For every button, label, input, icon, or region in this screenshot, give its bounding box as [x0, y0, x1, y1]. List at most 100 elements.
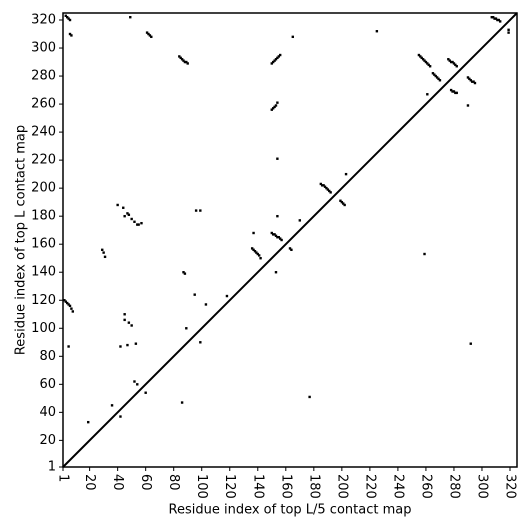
contact-point — [274, 271, 278, 274]
y-tick-label: 280 — [31, 69, 56, 84]
contact-point — [66, 16, 69, 19]
contact-point — [133, 220, 136, 223]
contact-point — [126, 343, 129, 347]
contact-point — [276, 101, 279, 104]
contact-point — [288, 247, 292, 250]
contact-point — [276, 56, 279, 60]
contact-point — [252, 248, 255, 252]
contact-point — [252, 231, 255, 235]
x-tick-label: 120 — [222, 474, 237, 499]
y-tick-label: 200 — [31, 181, 56, 196]
x-tick-label: 140 — [250, 474, 265, 499]
contact-point — [140, 221, 143, 225]
contact-point — [145, 31, 149, 34]
contact-point — [116, 203, 119, 207]
contact-point — [253, 250, 257, 253]
x-tick-label: 300 — [474, 474, 489, 499]
contact-point — [448, 59, 451, 62]
contact-point — [123, 318, 126, 322]
contact-point — [274, 58, 278, 61]
contact-point — [494, 17, 498, 20]
contact-point — [291, 35, 295, 39]
contact-point — [455, 91, 458, 95]
contact-point — [136, 383, 139, 386]
x-tick-label: 80 — [166, 474, 181, 491]
contact-point — [431, 72, 435, 75]
contact-point — [129, 16, 132, 19]
contact-point — [110, 404, 114, 407]
contact-point — [280, 238, 283, 242]
contact-point — [424, 60, 428, 64]
contact-point — [71, 310, 75, 313]
contact-point — [498, 20, 502, 23]
contact-point — [298, 219, 302, 222]
contact-point — [67, 17, 70, 20]
contact-point — [103, 255, 107, 259]
contact-point — [102, 251, 105, 254]
y-tick-label: 120 — [31, 293, 56, 308]
contact-point — [119, 415, 122, 418]
contact-point — [329, 191, 332, 194]
contact-point — [426, 62, 429, 65]
contact-point — [66, 301, 69, 305]
contact-point — [423, 59, 426, 62]
contact-point — [319, 182, 323, 186]
y-tick-label: 260 — [31, 97, 56, 112]
contact-point — [449, 88, 453, 92]
y-tick-label: 100 — [31, 321, 56, 336]
contact-point — [339, 199, 342, 202]
y-tick-label: 40 — [39, 405, 56, 420]
contact-point — [122, 206, 125, 209]
y-tick-label: 140 — [31, 265, 56, 280]
contact-point — [470, 80, 474, 83]
contact-point — [321, 184, 324, 187]
contact-point — [136, 223, 139, 226]
contact-point — [472, 80, 475, 83]
contact-point — [137, 223, 140, 226]
contact-point — [423, 252, 426, 256]
contact-point — [70, 34, 73, 37]
contact-point — [277, 55, 280, 58]
contact-point — [342, 202, 345, 205]
contact-point — [257, 254, 261, 257]
contact-point — [473, 81, 477, 85]
contact-point — [68, 18, 72, 22]
contact-point — [449, 60, 453, 64]
contact-point — [454, 63, 457, 67]
contact-point — [271, 107, 275, 110]
y-tick-label: 20 — [39, 433, 56, 448]
contact-point — [186, 62, 189, 65]
contact-point — [67, 303, 70, 306]
contact-point — [491, 16, 495, 19]
contact-point — [150, 35, 153, 39]
contact-point — [194, 209, 198, 212]
contact-point — [259, 257, 262, 260]
contact-point — [199, 341, 202, 344]
x-tick-label: 220 — [362, 474, 377, 499]
contact-point — [148, 34, 152, 37]
contact-point — [273, 105, 276, 109]
contact-point — [271, 60, 275, 64]
contact-point — [497, 18, 500, 22]
contact-point — [308, 395, 311, 399]
x-tick-label: 320 — [502, 474, 517, 499]
contact-point — [270, 108, 273, 111]
contact-point — [438, 79, 442, 82]
contact-point — [185, 60, 188, 64]
y-tick-label: 300 — [31, 41, 56, 56]
contact-point — [133, 380, 136, 383]
contact-point — [328, 189, 331, 193]
contact-point — [147, 32, 150, 36]
contact-point — [417, 53, 421, 57]
contact-point — [276, 235, 279, 239]
y-tick-label: 80 — [39, 349, 56, 364]
contact-point — [178, 55, 181, 58]
contact-point — [127, 213, 131, 216]
contact-point — [468, 77, 471, 81]
contact-point — [276, 214, 279, 218]
contact-point — [193, 293, 196, 296]
contact-point — [199, 209, 202, 212]
contact-point — [123, 313, 126, 316]
y-tick-label: 220 — [31, 153, 56, 168]
